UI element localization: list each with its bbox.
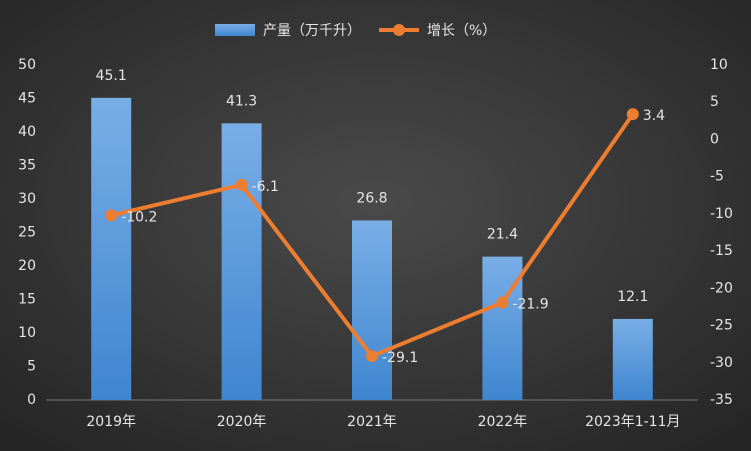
- legend-label: 产量（万千升）: [263, 23, 361, 39]
- y2-tick-label: -25: [710, 318, 733, 334]
- line-point: [626, 108, 639, 121]
- y2-tick-label: 5: [710, 94, 719, 110]
- line-point: [105, 209, 118, 222]
- y-tick-label: 45: [18, 91, 36, 107]
- bar: [91, 97, 132, 400]
- y-tick-label: 40: [18, 124, 36, 140]
- line-value-label: -6.1: [252, 179, 279, 195]
- y-tick-label: 35: [18, 158, 36, 174]
- y-tick-label: 25: [18, 225, 36, 241]
- y-tick-label: 20: [18, 258, 36, 274]
- y-tick-label: 0: [27, 392, 36, 408]
- bar: [482, 256, 523, 400]
- bar-value-label: 26.8: [356, 190, 387, 206]
- y-tick-label: 50: [18, 57, 36, 73]
- y-tick-label: 5: [27, 359, 36, 375]
- line-value-label: -10.2: [121, 209, 157, 225]
- line-point: [235, 178, 248, 191]
- legend-swatch: [393, 24, 405, 36]
- y2-tick-label: -35: [710, 392, 733, 408]
- line-value-label: -29.1: [382, 350, 418, 366]
- y2-tick-label: -20: [710, 280, 733, 296]
- y2-tick-label: -5: [710, 169, 724, 185]
- x-tick-label: 2020年: [217, 414, 267, 430]
- bar: [612, 318, 653, 400]
- line-point: [496, 296, 509, 309]
- x-tick-label: 2021年: [347, 414, 397, 430]
- y-tick-label: 10: [18, 325, 36, 341]
- bar: [352, 220, 392, 400]
- legend-label: 增长（%）: [427, 23, 496, 39]
- y2-tick-label: -30: [710, 355, 733, 371]
- bar-value-label: 45.1: [96, 68, 127, 84]
- x-tick-label: 2022年: [478, 414, 528, 430]
- y2-tick-label: -15: [710, 243, 733, 259]
- bar-value-label: 21.4: [487, 227, 518, 243]
- y-tick-label: 15: [18, 292, 36, 308]
- bar-value-label: 41.3: [226, 93, 257, 109]
- y2-tick-label: 0: [710, 131, 719, 147]
- line-point: [366, 350, 378, 363]
- x-tick-label: 2019年: [86, 414, 136, 430]
- line-value-label: 3.4: [643, 108, 665, 124]
- bar-value-label: 12.1: [617, 289, 648, 305]
- line-value-label: -21.9: [512, 296, 548, 312]
- bar: [221, 123, 262, 400]
- y2-tick-label: 10: [710, 57, 728, 73]
- y2-tick-label: -10: [710, 206, 733, 222]
- y-tick-label: 30: [18, 191, 36, 207]
- legend-swatch: [215, 24, 255, 36]
- x-tick-label: 2023年1-11月: [585, 414, 680, 430]
